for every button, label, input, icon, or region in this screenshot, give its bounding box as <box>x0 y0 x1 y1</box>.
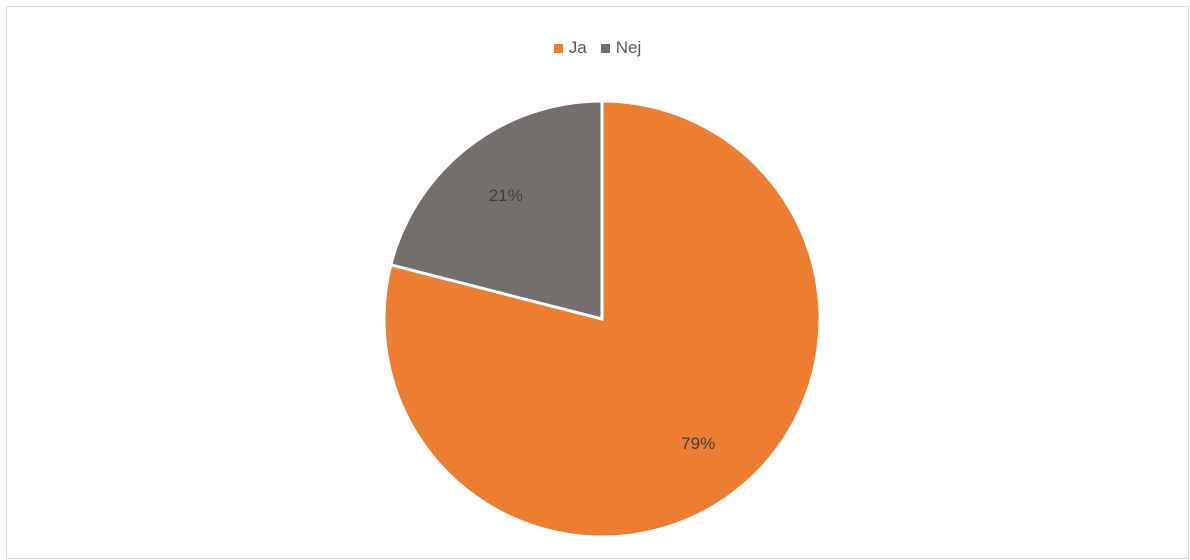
legend: Ja Nej <box>7 38 1188 58</box>
chart-frame: Ja Nej 79% 21% <box>6 6 1189 559</box>
data-label-nej: 21% <box>489 186 523 205</box>
legend-item-nej: Nej <box>600 38 642 58</box>
pie-chart: 79% 21% <box>382 99 822 539</box>
legend-swatch-nej <box>600 43 610 53</box>
legend-label-nej: Nej <box>615 38 642 57</box>
legend-swatch-ja <box>553 43 563 53</box>
data-label-ja: 79% <box>681 434 715 453</box>
pie-slice-nej <box>389 99 604 321</box>
legend-item-ja: Ja <box>553 38 587 58</box>
legend-label-ja: Ja <box>568 38 587 57</box>
